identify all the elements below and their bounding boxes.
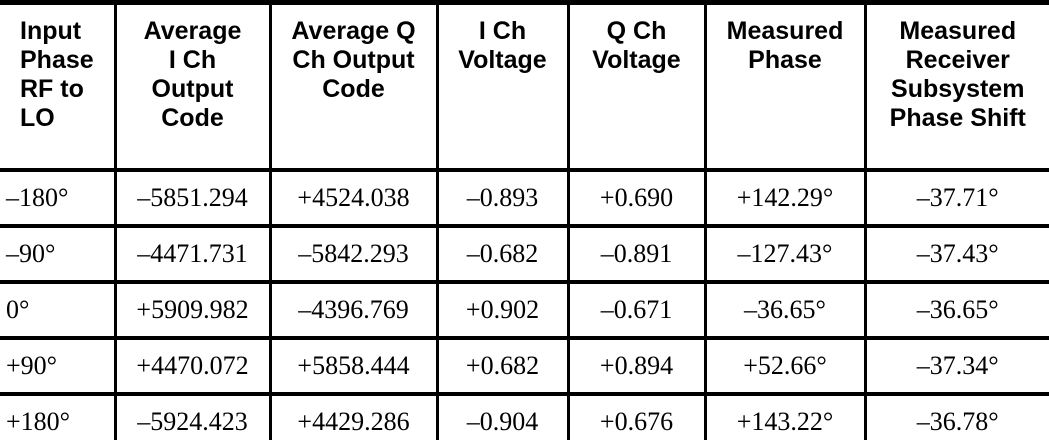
header-receiver-phase-shift: Measured Receiver Subsystem Phase Shift (865, 2, 1049, 172)
cell-avg-q-code: –5842.293 (270, 226, 439, 284)
cell-measured-phase: –36.65° (705, 282, 867, 340)
cell-input-phase: –180° (0, 170, 117, 228)
cell-avg-i-code: –5851.294 (115, 170, 272, 228)
table-row: –180° –5851.294 +4524.038 –0.893 +0.690 … (0, 170, 1049, 228)
cell-rx-phase-shift: –37.71° (865, 170, 1049, 228)
cell-measured-phase: +143.22° (705, 394, 867, 440)
cell-rx-phase-shift: –37.34° (865, 338, 1049, 396)
header-measured-phase: Measured Phase (705, 2, 867, 172)
cell-measured-phase: +142.29° (705, 170, 867, 228)
cell-input-phase: –90° (0, 226, 117, 284)
header-avg-q-output-code: Average Q Ch Output Code (270, 2, 439, 172)
cell-q-voltage: +0.894 (568, 338, 707, 396)
cell-input-phase: +90° (0, 338, 117, 396)
cell-avg-i-code: –4471.731 (115, 226, 272, 284)
cell-avg-q-code: +5858.444 (270, 338, 439, 396)
header-input-phase: Input Phase RF to LO (0, 2, 117, 172)
cell-avg-q-code: +4524.038 (270, 170, 439, 228)
cell-avg-i-code: –5924.423 (115, 394, 272, 440)
cell-measured-phase: +52.66° (705, 338, 867, 396)
table-row: 0° +5909.982 –4396.769 +0.902 –0.671 –36… (0, 282, 1049, 340)
cell-i-voltage: –0.893 (437, 170, 570, 228)
cell-avg-q-code: +4429.286 (270, 394, 439, 440)
cell-avg-i-code: +5909.982 (115, 282, 272, 340)
cell-i-voltage: –0.904 (437, 394, 570, 440)
header-i-ch-voltage: I Ch Voltage (437, 2, 570, 172)
cell-rx-phase-shift: –36.65° (865, 282, 1049, 340)
cell-avg-q-code: –4396.769 (270, 282, 439, 340)
cell-i-voltage: +0.902 (437, 282, 570, 340)
cell-rx-phase-shift: –36.78° (916, 407, 999, 436)
cell-rx-phase-shift: –37.43° (865, 226, 1049, 284)
table-row: +90° +4470.072 +5858.444 +0.682 +0.894 +… (0, 338, 1049, 396)
cell-q-voltage: –0.891 (568, 226, 707, 284)
cell-q-voltage: +0.690 (568, 170, 707, 228)
cell-i-voltage: –0.682 (437, 226, 570, 284)
cell-input-phase: 0° (0, 282, 117, 340)
cell-i-voltage: +0.682 (437, 338, 570, 396)
table-row: –90° –4471.731 –5842.293 –0.682 –0.891 –… (0, 226, 1049, 284)
cell-measured-phase: –127.43° (705, 226, 867, 284)
header-q-ch-voltage: Q Ch Voltage (568, 2, 707, 172)
cell-q-voltage: –0.671 (568, 282, 707, 340)
cell-q-voltage: +0.676 (568, 394, 707, 440)
header-row: Input Phase RF to LO Average I Ch Output… (0, 2, 1049, 172)
header-avg-i-output-code: Average I Ch Output Code (115, 2, 272, 172)
table-row: +180° –5924.423 +4429.286 –0.904 +0.676 … (0, 394, 1049, 440)
cell-avg-i-code: +4470.072 (115, 338, 272, 396)
cell-input-phase: +180° (0, 394, 117, 440)
